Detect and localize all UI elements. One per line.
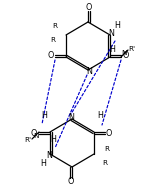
Text: O: O bbox=[106, 129, 112, 138]
Text: N: N bbox=[108, 29, 114, 39]
Text: O: O bbox=[68, 177, 74, 187]
Text: O: O bbox=[123, 51, 129, 60]
Text: N: N bbox=[46, 150, 52, 160]
Text: O: O bbox=[86, 2, 92, 12]
Text: O: O bbox=[48, 51, 54, 60]
Text: R: R bbox=[52, 23, 58, 29]
Text: H: H bbox=[109, 46, 115, 54]
Text: N: N bbox=[68, 114, 74, 122]
Text: H: H bbox=[114, 22, 120, 30]
Text: R': R' bbox=[128, 46, 136, 52]
Text: R: R bbox=[103, 160, 107, 166]
Text: R': R' bbox=[24, 137, 32, 143]
Text: N: N bbox=[121, 50, 127, 56]
Text: H: H bbox=[97, 112, 103, 121]
Text: N: N bbox=[86, 67, 92, 75]
Text: O: O bbox=[31, 129, 37, 138]
Text: H: H bbox=[40, 159, 46, 167]
Text: H: H bbox=[50, 136, 56, 145]
Text: R: R bbox=[51, 37, 55, 43]
Text: R: R bbox=[104, 146, 110, 152]
Text: H: H bbox=[41, 111, 47, 119]
Text: N: N bbox=[33, 133, 39, 139]
